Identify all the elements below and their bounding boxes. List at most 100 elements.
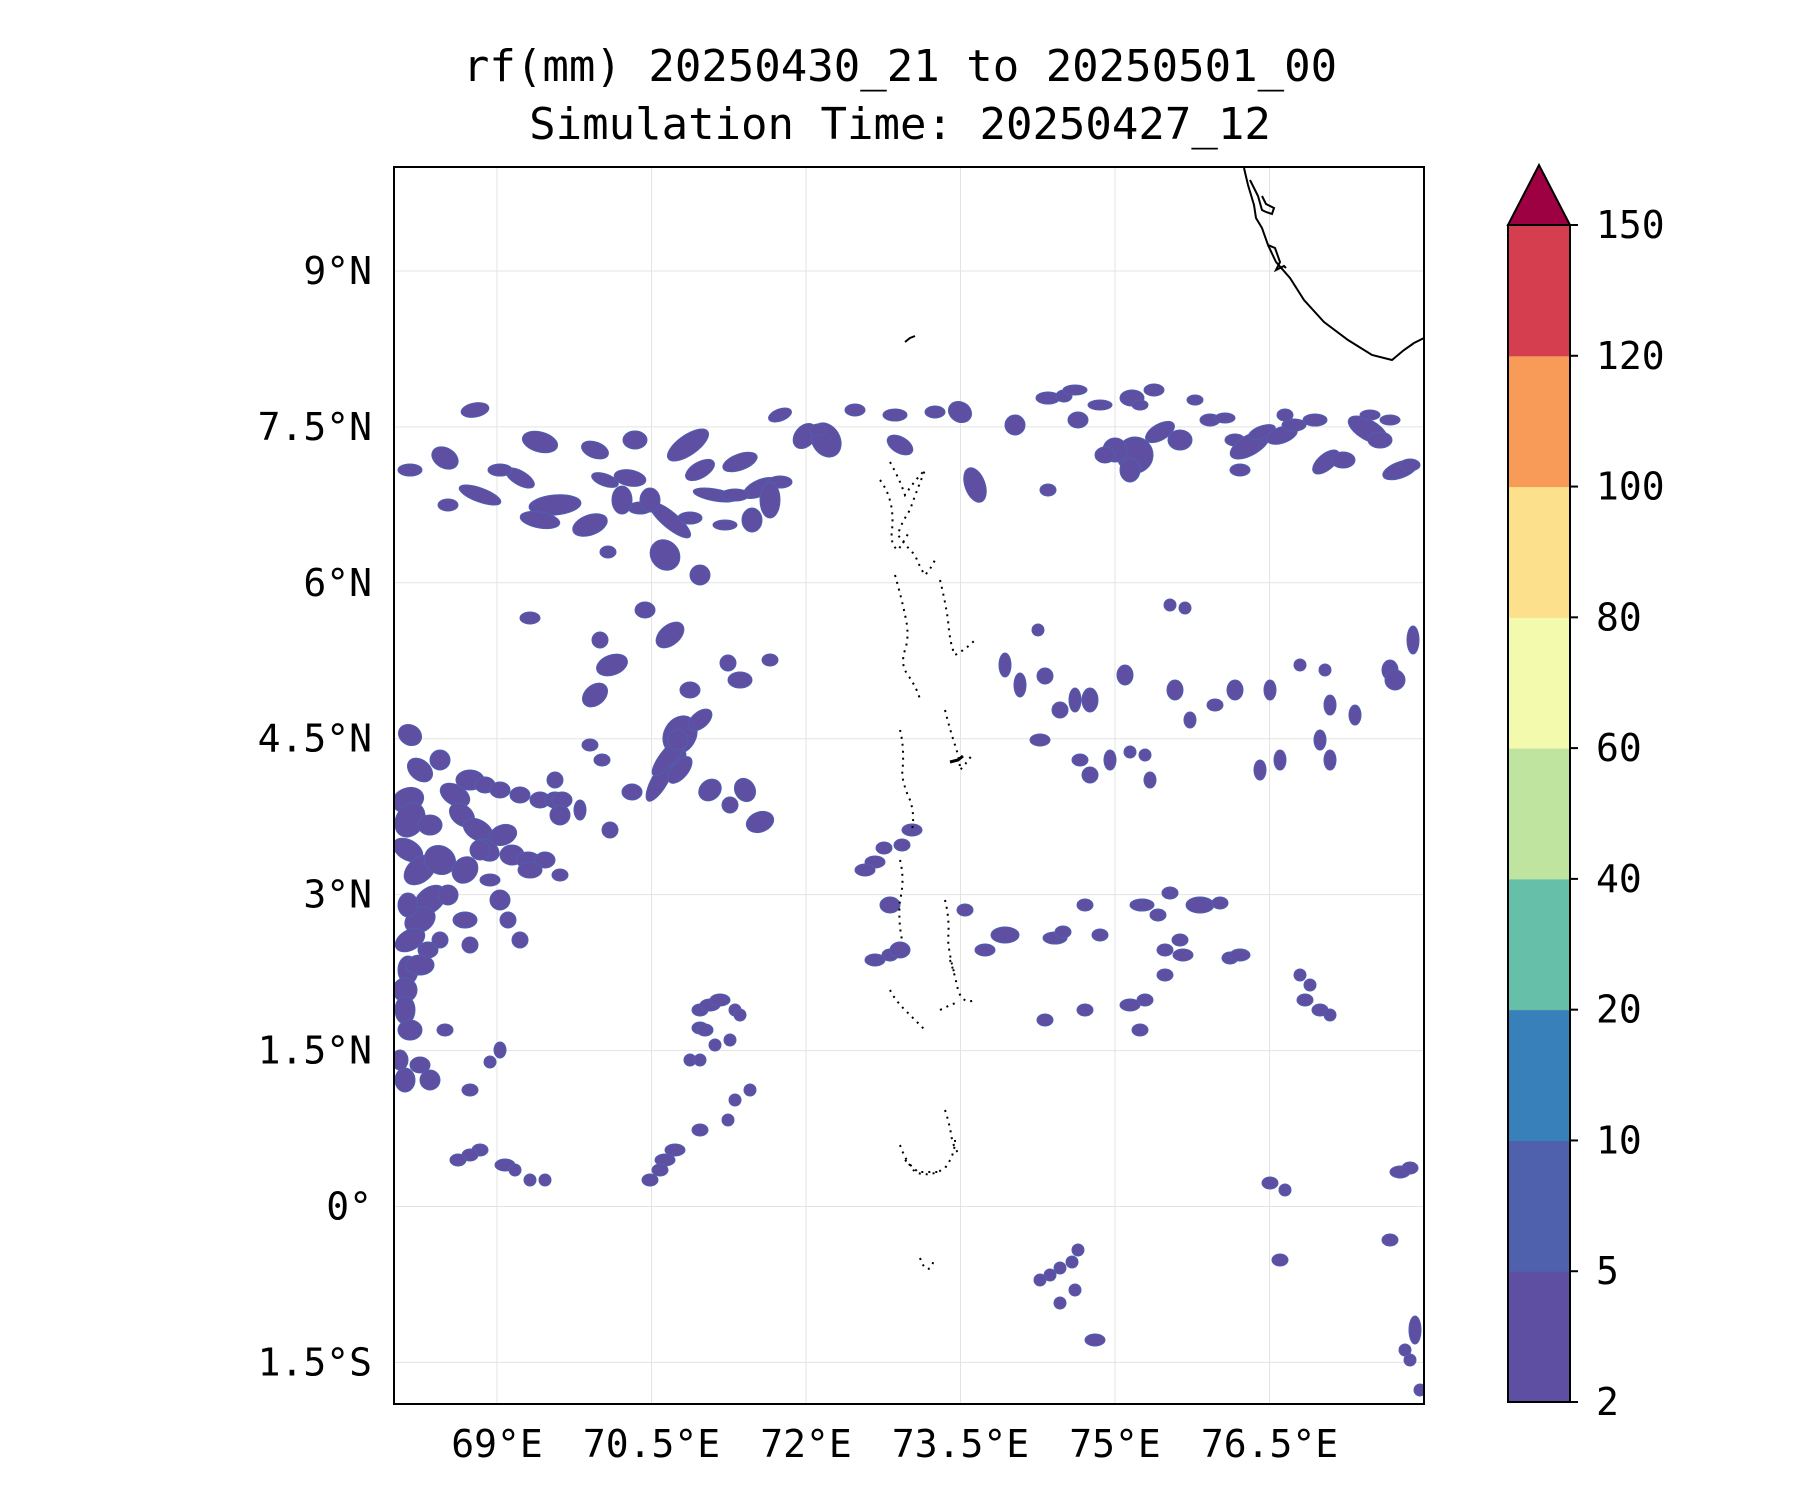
rain-patch <box>1029 733 1051 747</box>
rain-patch <box>655 621 685 649</box>
longitude-ticks: 69°E 70.5°E 72°E 73.5°E 75°E 76.5°E <box>451 1422 1338 1466</box>
map-background <box>394 167 1424 1404</box>
lat-tick-label: 9°N <box>303 249 372 293</box>
rain-patch <box>844 403 866 417</box>
atoll-outline <box>894 574 921 701</box>
colorbar-tick-label: 120 <box>1596 334 1665 378</box>
rain-patch <box>1367 431 1393 449</box>
rain-patch <box>591 631 609 649</box>
lon-tick-label: 75°E <box>1069 1422 1161 1466</box>
rain-patch <box>733 777 757 803</box>
atoll-outline <box>899 1139 956 1176</box>
rain-patch <box>1051 701 1069 719</box>
rain-patch <box>1076 1003 1094 1017</box>
rain-patch <box>956 903 974 917</box>
rain-patch <box>1379 414 1401 426</box>
rain-patch <box>596 653 628 677</box>
rain-patch <box>1004 414 1026 436</box>
rain-patch <box>1171 933 1189 947</box>
rain-patch <box>551 868 569 882</box>
rain-patch <box>1053 1296 1067 1310</box>
rain-patch <box>1183 711 1197 729</box>
rain-patch <box>667 756 693 784</box>
rain-patch <box>1143 383 1165 397</box>
rain-patch <box>572 513 608 537</box>
lat-tick-label: 1.5°S <box>258 1340 372 1384</box>
rain-patch <box>1296 993 1314 1007</box>
rain-patch <box>1185 896 1215 914</box>
rain-patch <box>449 1153 467 1167</box>
rain-patch <box>1163 598 1177 612</box>
rain-patch <box>1053 1261 1067 1275</box>
rain-patch <box>893 838 911 852</box>
rain-patch <box>1131 1023 1149 1037</box>
rain-patch <box>768 407 792 423</box>
rain-patch <box>460 402 490 418</box>
rain-patch <box>1413 1383 1424 1397</box>
rain-patch <box>677 511 703 525</box>
rain-patch <box>864 953 886 967</box>
rain-patch <box>1303 978 1317 992</box>
rain-patch <box>1318 663 1332 677</box>
rain-patch <box>397 723 423 747</box>
rain-patch <box>1149 908 1167 922</box>
rain-patch <box>947 400 973 424</box>
rain-patch <box>1145 420 1175 444</box>
rain-patch <box>397 892 419 918</box>
lat-tick-label: 3°N <box>303 873 372 917</box>
rain-patch <box>1248 424 1276 440</box>
rain-patch <box>1013 672 1027 698</box>
rain-patch <box>1261 1176 1279 1190</box>
rain-patch <box>1054 925 1072 939</box>
rain-patch <box>733 1008 747 1022</box>
rain-patch <box>745 810 775 834</box>
atoll-outline <box>889 461 936 577</box>
rain-patch <box>437 498 459 512</box>
rain-patch <box>1178 601 1192 615</box>
rain-patch <box>1167 429 1193 451</box>
rain-patch <box>651 1163 669 1177</box>
rain-patch <box>1408 1315 1422 1345</box>
colorbar-tick-label: 40 <box>1596 857 1642 901</box>
atoll-outline <box>919 1257 935 1270</box>
rain-patch <box>511 931 529 949</box>
rain-patch <box>1081 687 1099 713</box>
rain-patch <box>519 611 541 625</box>
rain-patch <box>517 861 543 879</box>
rain-patch <box>1281 418 1307 432</box>
rain-patch <box>431 931 449 949</box>
rain-patch <box>721 1113 735 1127</box>
rain-patch <box>990 926 1020 944</box>
rain-patch <box>439 782 471 808</box>
rain-patch <box>601 821 619 839</box>
rain-patch <box>1323 1008 1337 1022</box>
rain-patch <box>1263 679 1277 701</box>
rain-patch <box>493 1041 507 1059</box>
rain-patch <box>593 753 611 767</box>
rain-patch <box>538 1173 552 1187</box>
rain-patch <box>1398 1343 1412 1357</box>
rain-patch <box>1323 749 1337 771</box>
rain-patch <box>436 1023 454 1037</box>
rain-patch <box>1186 394 1204 406</box>
rain-patch <box>1302 413 1328 427</box>
rain-patch <box>1119 457 1141 483</box>
rain-patch <box>1276 408 1294 422</box>
colorbar-tick-label: 20 <box>1596 988 1642 1032</box>
rain-patch <box>461 936 479 954</box>
rain-patch <box>1166 679 1184 701</box>
rain-patch <box>397 463 423 477</box>
colorbar-segment <box>1508 225 1570 357</box>
title-line-1: rf(mm) 20250430_21 to 20250501_00 <box>462 41 1338 92</box>
rain-patch <box>1076 898 1094 912</box>
rain-patch <box>581 682 609 708</box>
rain-patch <box>1172 948 1194 962</box>
rain-patch <box>664 1143 686 1157</box>
rain-patch <box>901 823 923 837</box>
rain-patch <box>1273 749 1287 771</box>
colorbar-frame <box>1507 224 1571 1403</box>
colorbar-tick-label: 150 <box>1596 203 1665 247</box>
rain-patch <box>743 1083 757 1097</box>
rain-patch <box>1136 993 1154 1007</box>
rain-patch <box>761 653 779 667</box>
